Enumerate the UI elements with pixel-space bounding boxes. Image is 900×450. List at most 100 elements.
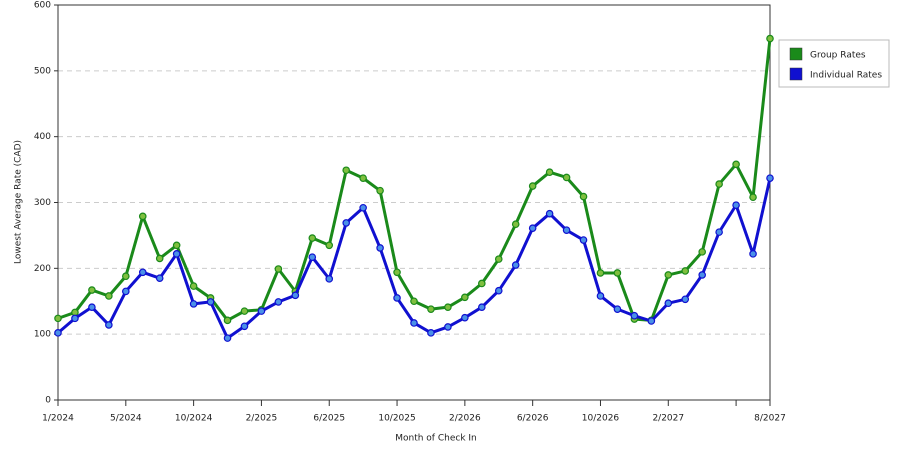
point <box>308 253 317 261</box>
x-tick-label: 5/2024 <box>110 414 142 424</box>
point <box>766 34 774 43</box>
point <box>308 234 317 242</box>
point <box>410 297 418 306</box>
point <box>715 180 723 188</box>
point <box>511 261 520 269</box>
y-tick-label: 300 <box>34 198 51 208</box>
point <box>189 282 198 290</box>
point <box>732 201 740 209</box>
point <box>613 269 622 277</box>
point <box>359 203 367 212</box>
point <box>393 294 401 302</box>
series-line <box>57 38 772 322</box>
point <box>274 298 283 306</box>
legend-swatch <box>789 47 803 61</box>
y-tick-label: 0 <box>45 396 51 406</box>
point <box>410 319 418 327</box>
point <box>155 254 164 263</box>
point <box>105 292 113 300</box>
point <box>223 334 232 342</box>
point <box>494 286 503 295</box>
point <box>291 291 300 300</box>
point <box>122 272 130 281</box>
legend-label: Group Rates <box>810 51 866 61</box>
point <box>596 269 605 277</box>
point <box>511 220 520 229</box>
x-tick-label: 6/2026 <box>517 414 549 424</box>
point <box>274 265 283 273</box>
point <box>613 305 622 313</box>
point <box>749 193 757 202</box>
y-tick-label: 100 <box>34 330 51 340</box>
point <box>427 305 435 313</box>
point <box>545 209 554 218</box>
point <box>562 173 571 182</box>
y-tick-label: 200 <box>34 264 51 274</box>
point <box>342 166 350 175</box>
x-tick-label: 6/2025 <box>313 414 345 424</box>
legend-label: Individual Rates <box>810 71 882 81</box>
point <box>376 186 384 195</box>
point <box>325 241 334 250</box>
point <box>444 323 452 331</box>
y-axis-label: Lowest Average Rate (CAD) <box>14 140 24 264</box>
point <box>223 316 232 325</box>
x-tick-label: 10/2024 <box>175 414 213 424</box>
point <box>105 321 113 329</box>
point <box>732 160 740 169</box>
point <box>664 271 673 279</box>
point <box>715 228 723 236</box>
legend-swatch <box>789 67 803 81</box>
point <box>342 219 350 227</box>
y-tick-label: 600 <box>34 1 51 11</box>
point <box>681 267 690 275</box>
x-tick-label: 2/2027 <box>652 414 684 424</box>
point <box>749 250 757 258</box>
x-tick-label: 10/2026 <box>582 414 620 424</box>
point <box>393 268 401 277</box>
point <box>478 279 486 288</box>
x-tick-label: 2/2025 <box>246 414 278 424</box>
point <box>647 317 656 325</box>
point <box>444 303 452 311</box>
point <box>138 212 147 221</box>
point <box>155 274 164 283</box>
x-tick-label: 8/2027 <box>754 414 786 424</box>
y-tick-label: 500 <box>34 66 51 76</box>
point <box>240 322 249 331</box>
point <box>545 168 554 177</box>
point <box>461 313 469 322</box>
x-tick-label: 2/2026 <box>449 414 481 424</box>
point <box>681 295 690 304</box>
point <box>478 303 486 311</box>
point <box>325 275 334 283</box>
point <box>579 236 588 244</box>
point <box>461 293 469 302</box>
x-axis-label: Month of Check In <box>395 434 477 444</box>
point <box>427 329 435 337</box>
point <box>54 314 62 323</box>
point <box>206 298 215 306</box>
point <box>698 271 706 279</box>
point <box>766 174 774 182</box>
point <box>698 248 706 256</box>
point <box>257 307 266 315</box>
point <box>122 287 130 296</box>
point <box>71 314 79 323</box>
point <box>172 241 181 250</box>
plot-frame <box>57 4 771 401</box>
y-tick-label: 400 <box>34 132 51 142</box>
point <box>630 311 639 320</box>
x-tick-label: 10/2025 <box>378 414 415 424</box>
point <box>172 250 181 258</box>
point <box>579 192 588 201</box>
point <box>376 244 384 252</box>
x-tick-label: 1/2024 <box>42 414 74 424</box>
point <box>240 307 249 315</box>
point <box>189 300 198 308</box>
point <box>359 174 367 182</box>
point <box>528 182 537 190</box>
point <box>562 226 571 234</box>
point <box>528 224 537 232</box>
